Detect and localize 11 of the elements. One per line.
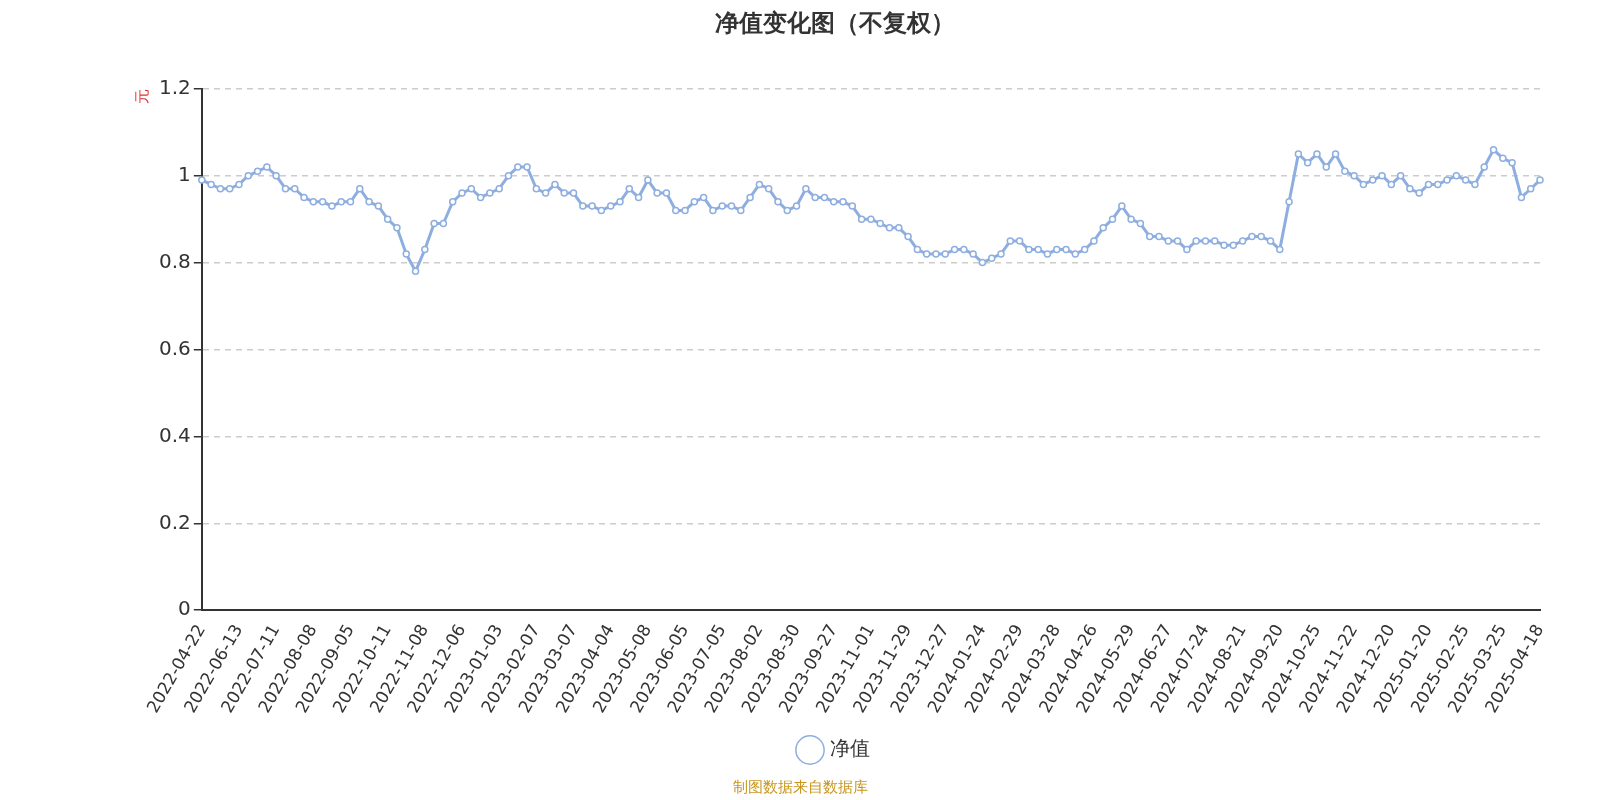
y-tick-label: 0.6	[158, 335, 191, 360]
text: 制图数据来自数据库	[732, 778, 868, 797]
y-tick-label: 0.8	[158, 248, 191, 273]
chart-title: 净值变化图（不复权）	[715, 8, 955, 37]
y-tick-label: 1.2	[158, 75, 191, 99]
y-tick-label: 0	[178, 596, 191, 621]
y-axis-title: 元	[132, 88, 151, 104]
y-tick-label: 0.4	[158, 422, 191, 447]
legend-label: 净值	[830, 736, 870, 761]
y-tick-label: 1	[178, 161, 191, 186]
y-tick-label: 0.2	[158, 509, 191, 534]
